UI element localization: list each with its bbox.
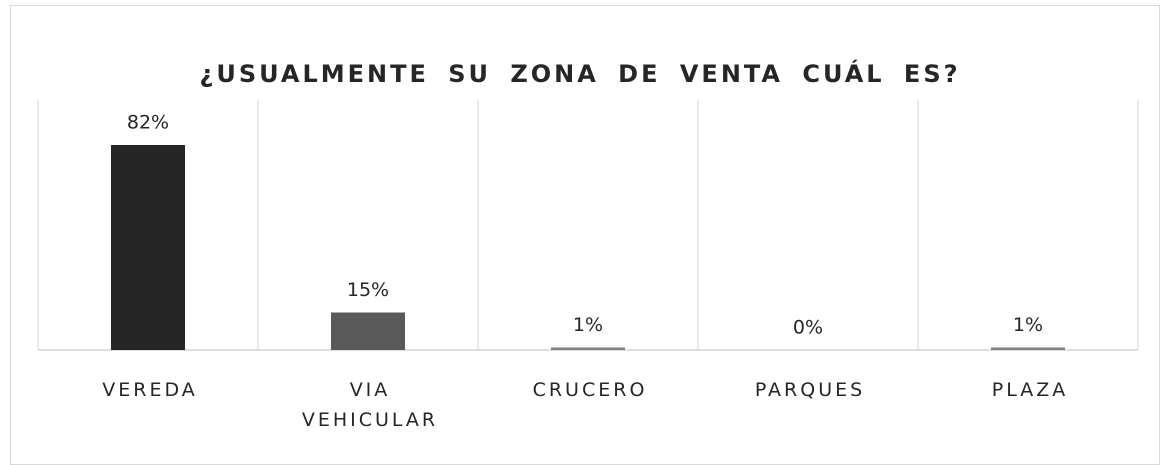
value-label: 0%	[793, 317, 823, 339]
value-label: 1%	[1013, 314, 1043, 336]
x-tick-label: VEREDA	[102, 379, 198, 401]
bar	[991, 347, 1065, 350]
x-tick-label: PLAZA	[991, 379, 1069, 401]
bar	[111, 145, 185, 350]
chart-container: ¿USUALMENTE SU ZONA DE VENTA CUÁL ES? 82…	[10, 5, 1160, 465]
value-label: 15%	[347, 279, 389, 301]
x-tick-label: VIA VEHICULAR	[301, 379, 439, 431]
x-tick-label: PARQUES	[754, 379, 866, 401]
x-tick-label: CRUCERO	[532, 379, 648, 401]
value-label: 1%	[573, 314, 603, 336]
value-label: 82%	[127, 112, 169, 134]
chart: ¿USUALMENTE SU ZONA DE VENTA CUÁL ES? 82…	[37, 59, 1139, 351]
bar	[551, 347, 625, 350]
chart-title: ¿USUALMENTE SU ZONA DE VENTA CUÁL ES?	[199, 59, 960, 88]
bar	[331, 312, 405, 350]
